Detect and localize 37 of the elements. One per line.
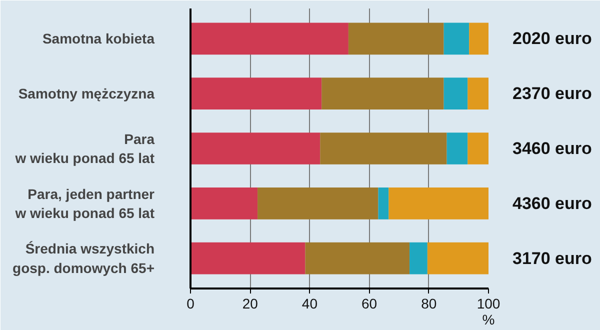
x-tick-label: 60 [362, 296, 378, 312]
bar [378, 187, 389, 220]
bar [190, 242, 306, 274]
bar [427, 242, 488, 274]
text: 2370 euro [512, 84, 592, 104]
bar [444, 22, 470, 55]
bar [444, 78, 468, 110]
text: 3170 euro [512, 248, 592, 268]
bar [446, 132, 468, 164]
bar [190, 132, 320, 164]
bar [388, 187, 488, 220]
x-tick-label: 0 [186, 296, 195, 312]
x-tick-label: 80 [421, 296, 437, 312]
y-tick-label: Para w wieku ponad 65 lat [14, 130, 155, 166]
bar [322, 78, 444, 110]
y-tick-label: Średnia wszystkich gosp. domowych 65+ [12, 240, 155, 276]
y-tick-label: Samotna kobieta [42, 30, 155, 47]
bar [190, 78, 322, 110]
bar [469, 22, 488, 55]
bar [348, 22, 444, 55]
x-tick-label: 40 [302, 296, 318, 312]
bar [190, 187, 258, 220]
x-tick-label: 20 [242, 296, 258, 312]
x-axis-title: % [482, 312, 495, 328]
x-tick-label: 100 [476, 296, 500, 312]
bar [190, 22, 348, 55]
bar [320, 132, 447, 164]
bar [468, 78, 488, 110]
y-tick-label: Para, jeden partner w wieku ponad 65 lat [14, 186, 156, 221]
bar [258, 187, 378, 220]
text: 4360 euro [512, 194, 592, 213]
bar [468, 132, 488, 164]
text: 3460 euro [512, 139, 592, 158]
bar [410, 242, 428, 274]
text: 2020 euro [512, 29, 592, 48]
bar [305, 242, 410, 274]
y-tick-label: Samotny mężczyzna [18, 86, 155, 102]
